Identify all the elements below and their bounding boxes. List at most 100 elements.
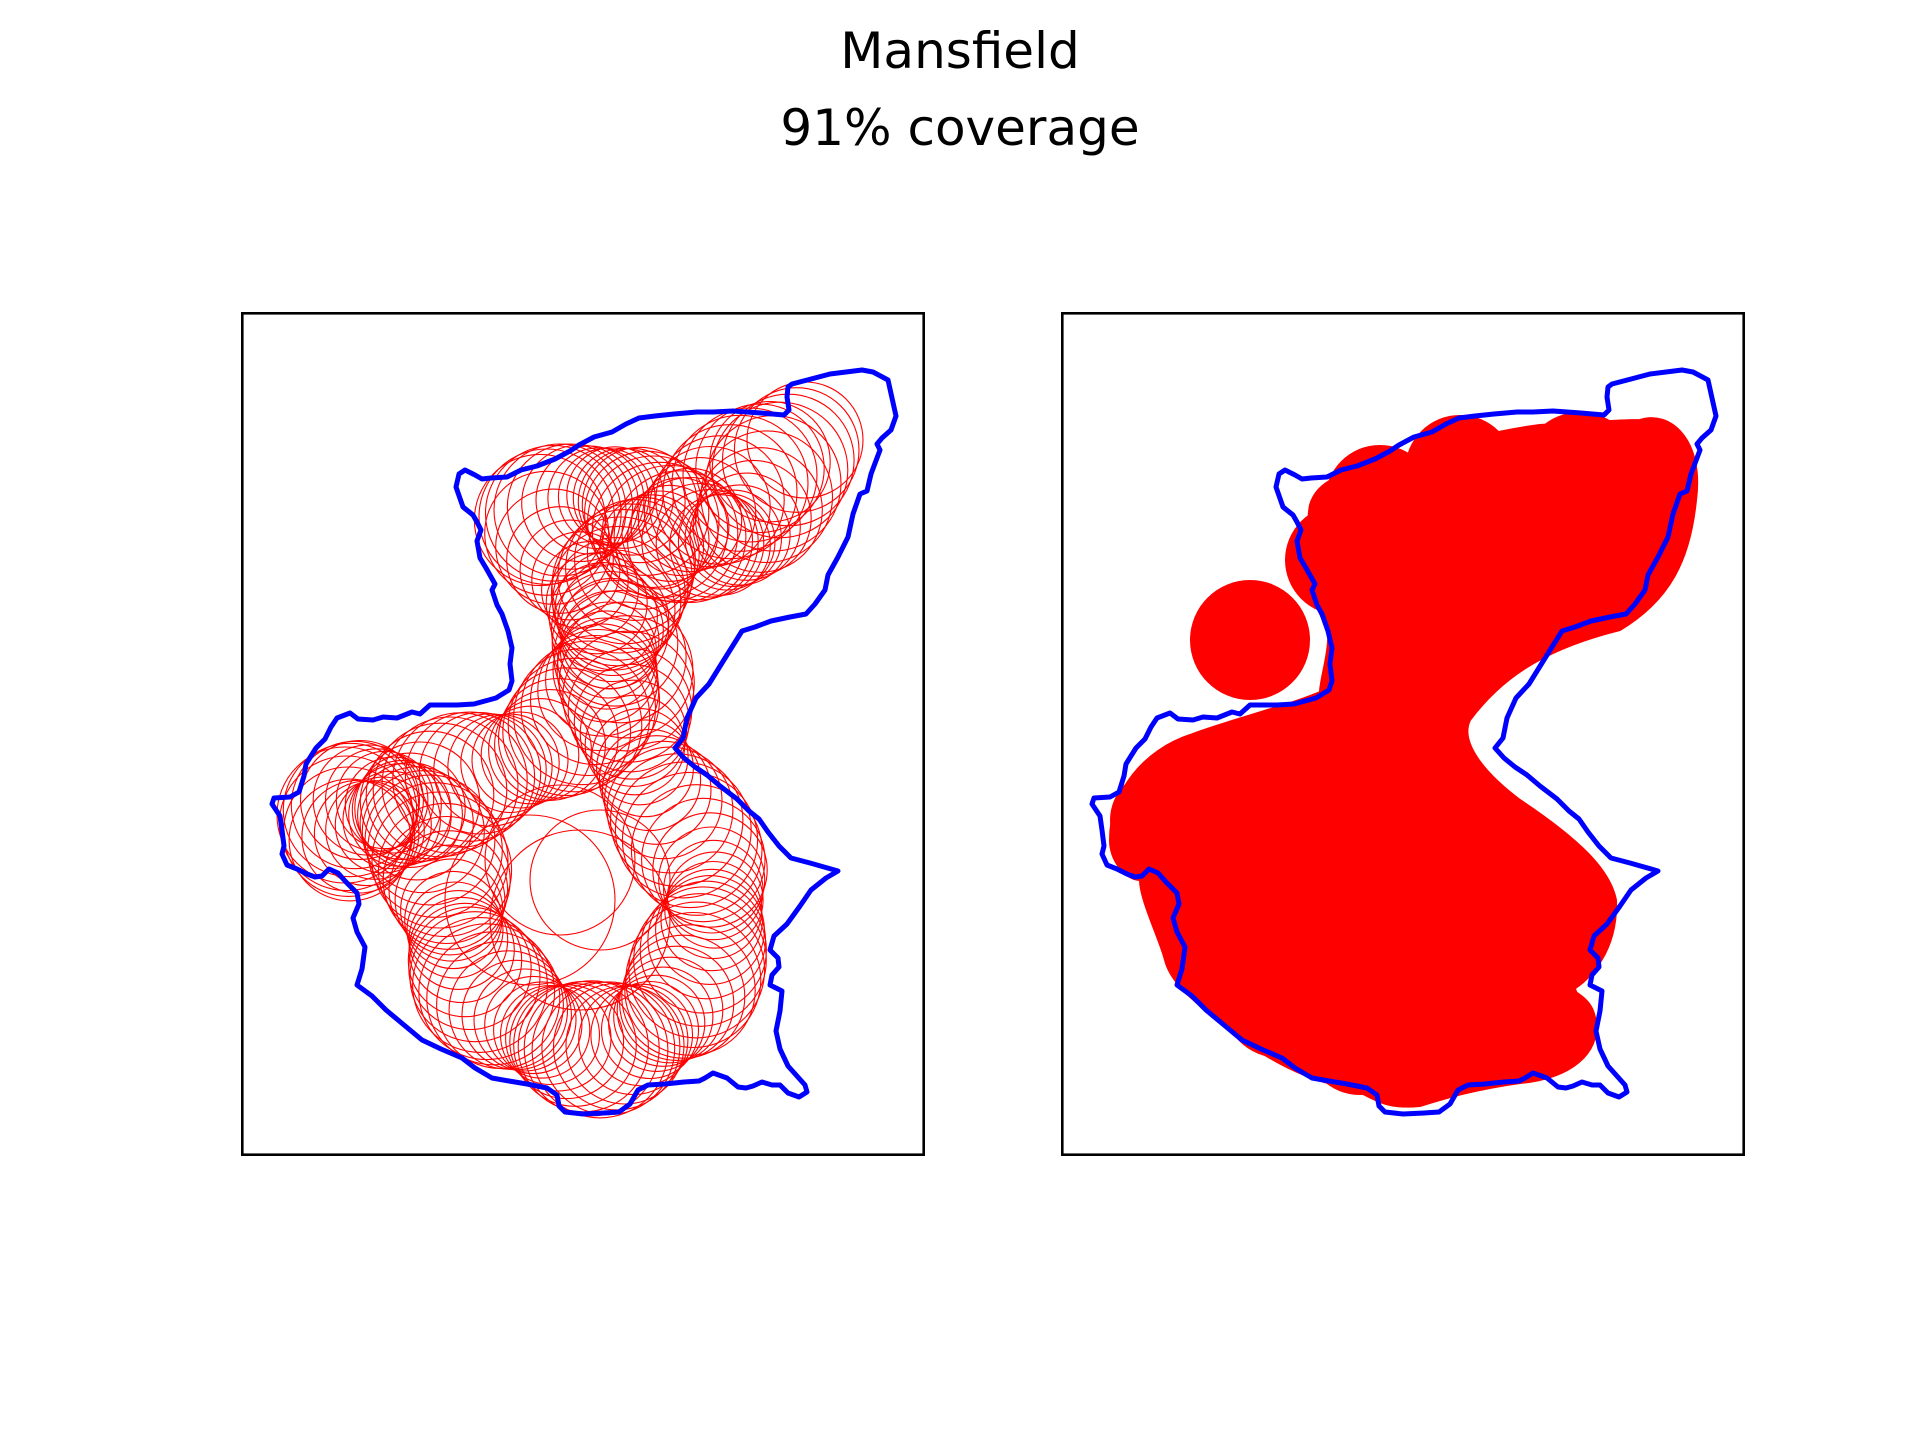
- district-boundary: [1089, 367, 1719, 1117]
- coverage-circle: [649, 445, 771, 568]
- coverage-circle: [412, 917, 548, 1053]
- coverage-circle: [541, 541, 639, 639]
- coverage-circle: [695, 403, 825, 534]
- coverage-circle: [404, 870, 503, 970]
- coverage-circle: [394, 844, 506, 956]
- coverage-circle: [663, 839, 764, 941]
- coverage-disc: [1200, 830, 1340, 970]
- coverage-circle: [409, 911, 541, 1043]
- coverage-circle: [537, 628, 660, 752]
- coverage-circle: [484, 784, 636, 936]
- coverage-circle: [381, 716, 519, 854]
- district-boundary: [269, 367, 899, 1117]
- coverage-circle: [507, 657, 643, 793]
- coverage-circle: [519, 519, 621, 621]
- coverage-circle: [559, 601, 657, 699]
- coverage-circle: [484, 444, 622, 582]
- coverage-circle: [609, 753, 744, 887]
- coverage-disc: [1110, 770, 1210, 870]
- coverage-circle: [671, 414, 809, 552]
- coverage-circle: [684, 489, 783, 588]
- coverage-circle: [655, 435, 785, 565]
- coverage-circle: [361, 770, 485, 894]
- coverage-circle: [553, 590, 687, 724]
- coverage-circle: [643, 457, 757, 570]
- coverage-circle: [600, 980, 700, 1080]
- coverage-circle: [513, 648, 651, 786]
- coverage-circle: [448, 950, 569, 1070]
- coverage-circle: [460, 713, 560, 814]
- coverage-circle: [497, 677, 619, 799]
- coverage-circle: [480, 705, 580, 805]
- coverage-circle: [299, 739, 421, 861]
- coverage-circle: [552, 537, 682, 667]
- coverage-subtitle: 91% coverage: [780, 99, 1140, 157]
- coverage-circle: [513, 983, 637, 1107]
- coverage-circle: [666, 851, 764, 949]
- coverage-circle: [494, 689, 606, 801]
- coverage-circle: [545, 623, 659, 737]
- coverage-circle: [499, 984, 601, 1086]
- coverage-circle: [548, 562, 658, 672]
- coverage-circle: [551, 579, 679, 707]
- coverage-circle: [557, 610, 657, 710]
- coverage-circle: [554, 549, 676, 671]
- coverage-circle: [558, 615, 695, 752]
- coverage-circle: [652, 812, 768, 928]
- coverage-circle: [621, 484, 719, 582]
- coverage-circle: [628, 901, 766, 1039]
- coverage-circle: [495, 488, 612, 605]
- coverage-circle: [630, 477, 730, 577]
- coverage-circle: [552, 617, 658, 723]
- coverage-circle: [404, 711, 536, 842]
- coverage-circle: [624, 924, 756, 1056]
- coverage-circle: [621, 934, 746, 1059]
- coverage-circle: [613, 470, 747, 604]
- filled-map-panel: [1061, 312, 1745, 1156]
- coverage-circle: [529, 809, 671, 951]
- coverage-circle: [655, 488, 765, 598]
- coverage-disc: [1190, 580, 1310, 700]
- coverage-circle: [372, 722, 508, 858]
- coverage-circle: [418, 923, 556, 1061]
- coverage-circle: [560, 590, 660, 690]
- coverage-circle: [473, 968, 577, 1072]
- coverage-circle: [658, 826, 766, 934]
- coverage-circle: [581, 446, 699, 564]
- coverage-circle: [591, 708, 689, 806]
- coverage-circle: [551, 516, 689, 654]
- coverage-circle: [334, 776, 432, 874]
- coverage-circle: [529, 634, 661, 766]
- coverage-circle: [461, 959, 572, 1071]
- coverage-circle: [426, 931, 561, 1066]
- coverage-circle: [288, 778, 412, 902]
- coverage-circle: [599, 494, 705, 600]
- coverage-circle: [616, 956, 724, 1064]
- coverage-circle: [471, 711, 569, 809]
- coverage-circle: [489, 829, 671, 1011]
- coverage-circle: [531, 981, 669, 1119]
- coverage-circle: [407, 902, 523, 1018]
- coverage-circle: [418, 712, 542, 835]
- coverage-circle: [711, 401, 849, 539]
- panel-frame: [241, 312, 925, 1156]
- coverage-circle: [662, 424, 798, 560]
- coverage-circle: [325, 780, 425, 880]
- coverage-circle: [484, 975, 583, 1075]
- coverage-circle: [509, 984, 625, 1100]
- coverage-circle: [601, 735, 712, 845]
- coverage-circle: [282, 742, 418, 878]
- coverage-circle: [709, 400, 831, 523]
- coverage-circle: [357, 762, 463, 868]
- coverage-circle: [637, 467, 743, 573]
- coverage-circle: [436, 941, 564, 1069]
- coverage-circle: [408, 896, 515, 1004]
- coverage-circle: [523, 980, 660, 1117]
- coverage-circle: [493, 981, 591, 1079]
- coverage-circle: [348, 763, 452, 867]
- coverage-circle: [733, 387, 860, 513]
- coverage-circle: [697, 447, 823, 573]
- circles-map-panel: [241, 312, 925, 1156]
- coverage-circle: [577, 447, 686, 556]
- coverage-circle: [601, 464, 739, 602]
